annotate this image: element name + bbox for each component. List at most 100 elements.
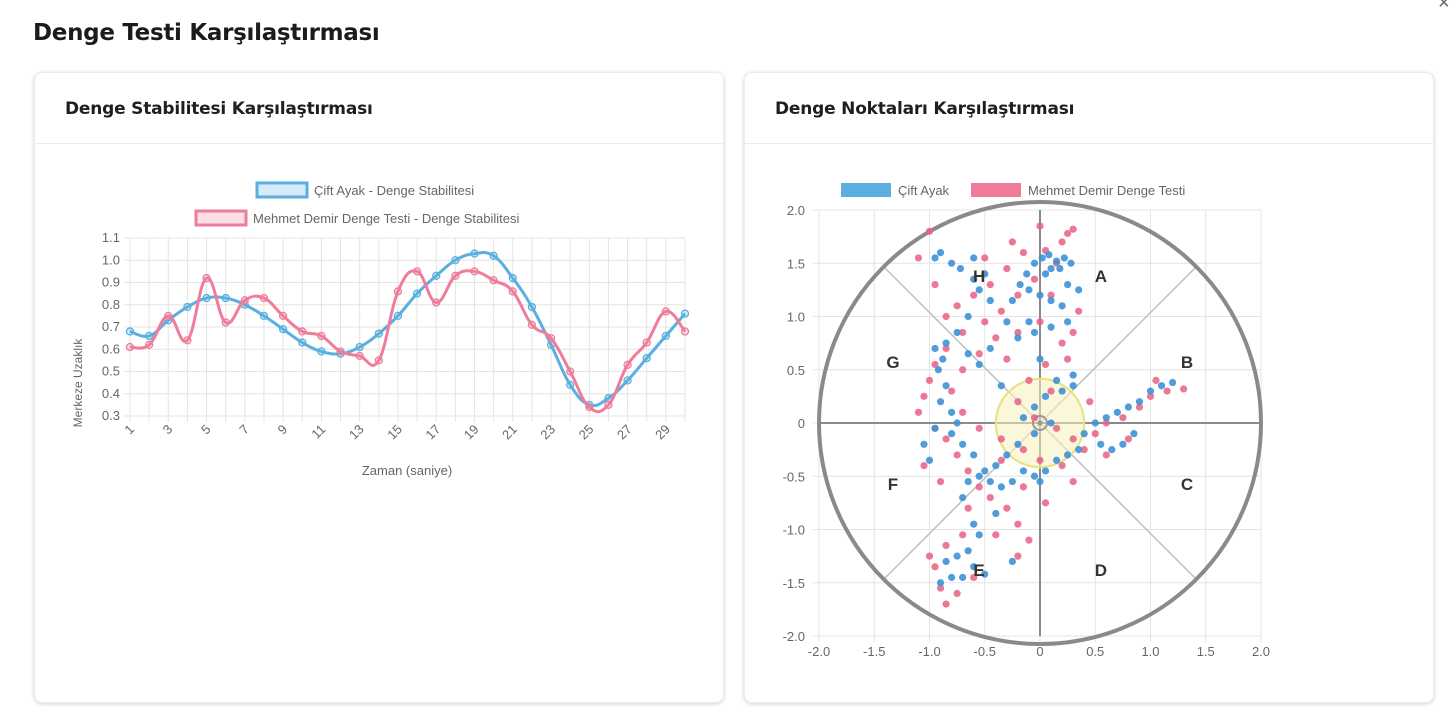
scatter-point[interactable] xyxy=(1045,251,1053,259)
data-point[interactable] xyxy=(298,327,307,336)
scatter-point[interactable] xyxy=(1124,403,1132,411)
data-point[interactable] xyxy=(125,327,135,336)
data-point[interactable] xyxy=(202,273,211,283)
scatter-point[interactable] xyxy=(997,435,1005,443)
scatter-point[interactable] xyxy=(1163,387,1171,395)
scatter-point[interactable] xyxy=(970,451,978,459)
scatter-point[interactable] xyxy=(936,249,945,257)
scatter-point[interactable] xyxy=(953,552,961,560)
scatter-point[interactable] xyxy=(942,382,950,390)
scatter-point[interactable] xyxy=(1047,323,1055,331)
scatter-point[interactable] xyxy=(986,344,994,353)
scatter-point[interactable] xyxy=(1025,286,1033,294)
scatter-point[interactable] xyxy=(1069,371,1077,379)
data-point[interactable] xyxy=(164,311,173,321)
scatter-point[interactable] xyxy=(1180,385,1188,393)
data-point[interactable] xyxy=(336,347,345,356)
scatter-point[interactable] xyxy=(1069,328,1077,337)
scatter-point[interactable] xyxy=(1041,270,1050,278)
scatter-point[interactable] xyxy=(936,398,945,406)
scatter-point[interactable] xyxy=(992,531,1000,539)
data-point[interactable] xyxy=(432,271,441,280)
scatter-point[interactable] xyxy=(992,509,1000,518)
data-point[interactable] xyxy=(240,296,249,305)
scatter-point[interactable] xyxy=(1036,456,1044,464)
data-point[interactable] xyxy=(508,287,517,296)
scatter-point[interactable] xyxy=(1014,440,1022,448)
data-point[interactable] xyxy=(489,251,498,260)
scatter-point[interactable] xyxy=(1052,424,1061,432)
scatter-point[interactable] xyxy=(920,392,928,400)
scatter-point[interactable] xyxy=(1102,451,1110,459)
scatter-point[interactable] xyxy=(1052,456,1061,464)
scatter-point[interactable] xyxy=(970,573,978,582)
scatter-point[interactable] xyxy=(1016,280,1024,289)
data-point[interactable] xyxy=(393,287,403,296)
scatter-point[interactable] xyxy=(948,573,956,582)
scatter-point[interactable] xyxy=(942,541,950,550)
scatter-point[interactable] xyxy=(936,477,945,486)
data-point[interactable] xyxy=(680,309,690,318)
data-point[interactable] xyxy=(278,325,288,334)
scatter-point[interactable] xyxy=(1091,430,1099,438)
data-point[interactable] xyxy=(183,336,192,345)
scatter-point[interactable] xyxy=(1014,291,1022,299)
scatter-point[interactable] xyxy=(914,408,923,416)
scatter-point[interactable] xyxy=(1069,382,1077,390)
scatter-point[interactable] xyxy=(1036,355,1044,363)
scatter-point[interactable] xyxy=(1102,419,1110,427)
scatter-point[interactable] xyxy=(1058,238,1066,246)
scatter-point[interactable] xyxy=(931,563,939,571)
data-point[interactable] xyxy=(412,267,422,276)
scatter-point[interactable] xyxy=(1038,254,1046,262)
scatter-point[interactable] xyxy=(964,467,972,475)
scatter-point[interactable] xyxy=(959,531,967,539)
scatter-point[interactable] xyxy=(1014,520,1022,528)
data-point[interactable] xyxy=(412,289,422,298)
scatter-point[interactable] xyxy=(975,360,983,369)
data-point[interactable] xyxy=(144,340,154,349)
scatter-point[interactable] xyxy=(931,344,939,353)
data-point[interactable] xyxy=(527,320,537,329)
scatter-point[interactable] xyxy=(975,472,983,480)
scatter-point[interactable] xyxy=(1019,249,1028,257)
scatter-point[interactable] xyxy=(1135,403,1144,411)
chart-legend[interactable]: Çift Ayak - Denge Stabilitesi Mehmet Dem… xyxy=(194,181,519,227)
data-point[interactable] xyxy=(623,360,632,369)
scatter-point[interactable] xyxy=(953,419,961,427)
data-point[interactable] xyxy=(566,367,575,376)
scatter-point[interactable] xyxy=(986,493,994,502)
scatter-point[interactable] xyxy=(1146,392,1155,400)
series-line-2[interactable] xyxy=(129,269,687,414)
scatter-point[interactable] xyxy=(992,334,1000,342)
scatter-point[interactable] xyxy=(1080,446,1088,454)
scatter-point[interactable] xyxy=(942,600,950,608)
scatter-point[interactable] xyxy=(992,462,1000,470)
scatter-point[interactable] xyxy=(1067,259,1075,267)
scatter-point[interactable] xyxy=(964,547,972,555)
scatter-point[interactable] xyxy=(1047,387,1055,395)
data-point[interactable] xyxy=(623,376,632,385)
scatter-point[interactable] xyxy=(1041,360,1050,369)
data-point[interactable] xyxy=(355,342,364,352)
scatter-point[interactable] xyxy=(1023,270,1031,278)
data-point[interactable] xyxy=(317,331,326,341)
scatter-point[interactable] xyxy=(948,259,956,267)
close-icon[interactable]: × xyxy=(1438,0,1450,14)
scatter-point[interactable] xyxy=(1036,318,1044,326)
scatter-point[interactable] xyxy=(975,286,983,294)
scatter-point[interactable] xyxy=(1052,257,1061,265)
scatter-point[interactable] xyxy=(931,254,939,262)
scatter-point[interactable] xyxy=(1030,472,1039,480)
data-point[interactable] xyxy=(393,311,403,321)
data-point[interactable] xyxy=(527,302,537,312)
scatter-point[interactable] xyxy=(936,584,945,592)
scatter-point[interactable] xyxy=(1003,355,1011,363)
scatter-point[interactable] xyxy=(953,589,961,597)
data-point[interactable] xyxy=(451,256,460,265)
data-point[interactable] xyxy=(355,351,364,361)
scatter-point[interactable] xyxy=(1014,398,1022,406)
data-point[interactable] xyxy=(374,356,383,365)
scatter-point[interactable] xyxy=(970,520,978,528)
scatter-point[interactable] xyxy=(1097,440,1105,448)
